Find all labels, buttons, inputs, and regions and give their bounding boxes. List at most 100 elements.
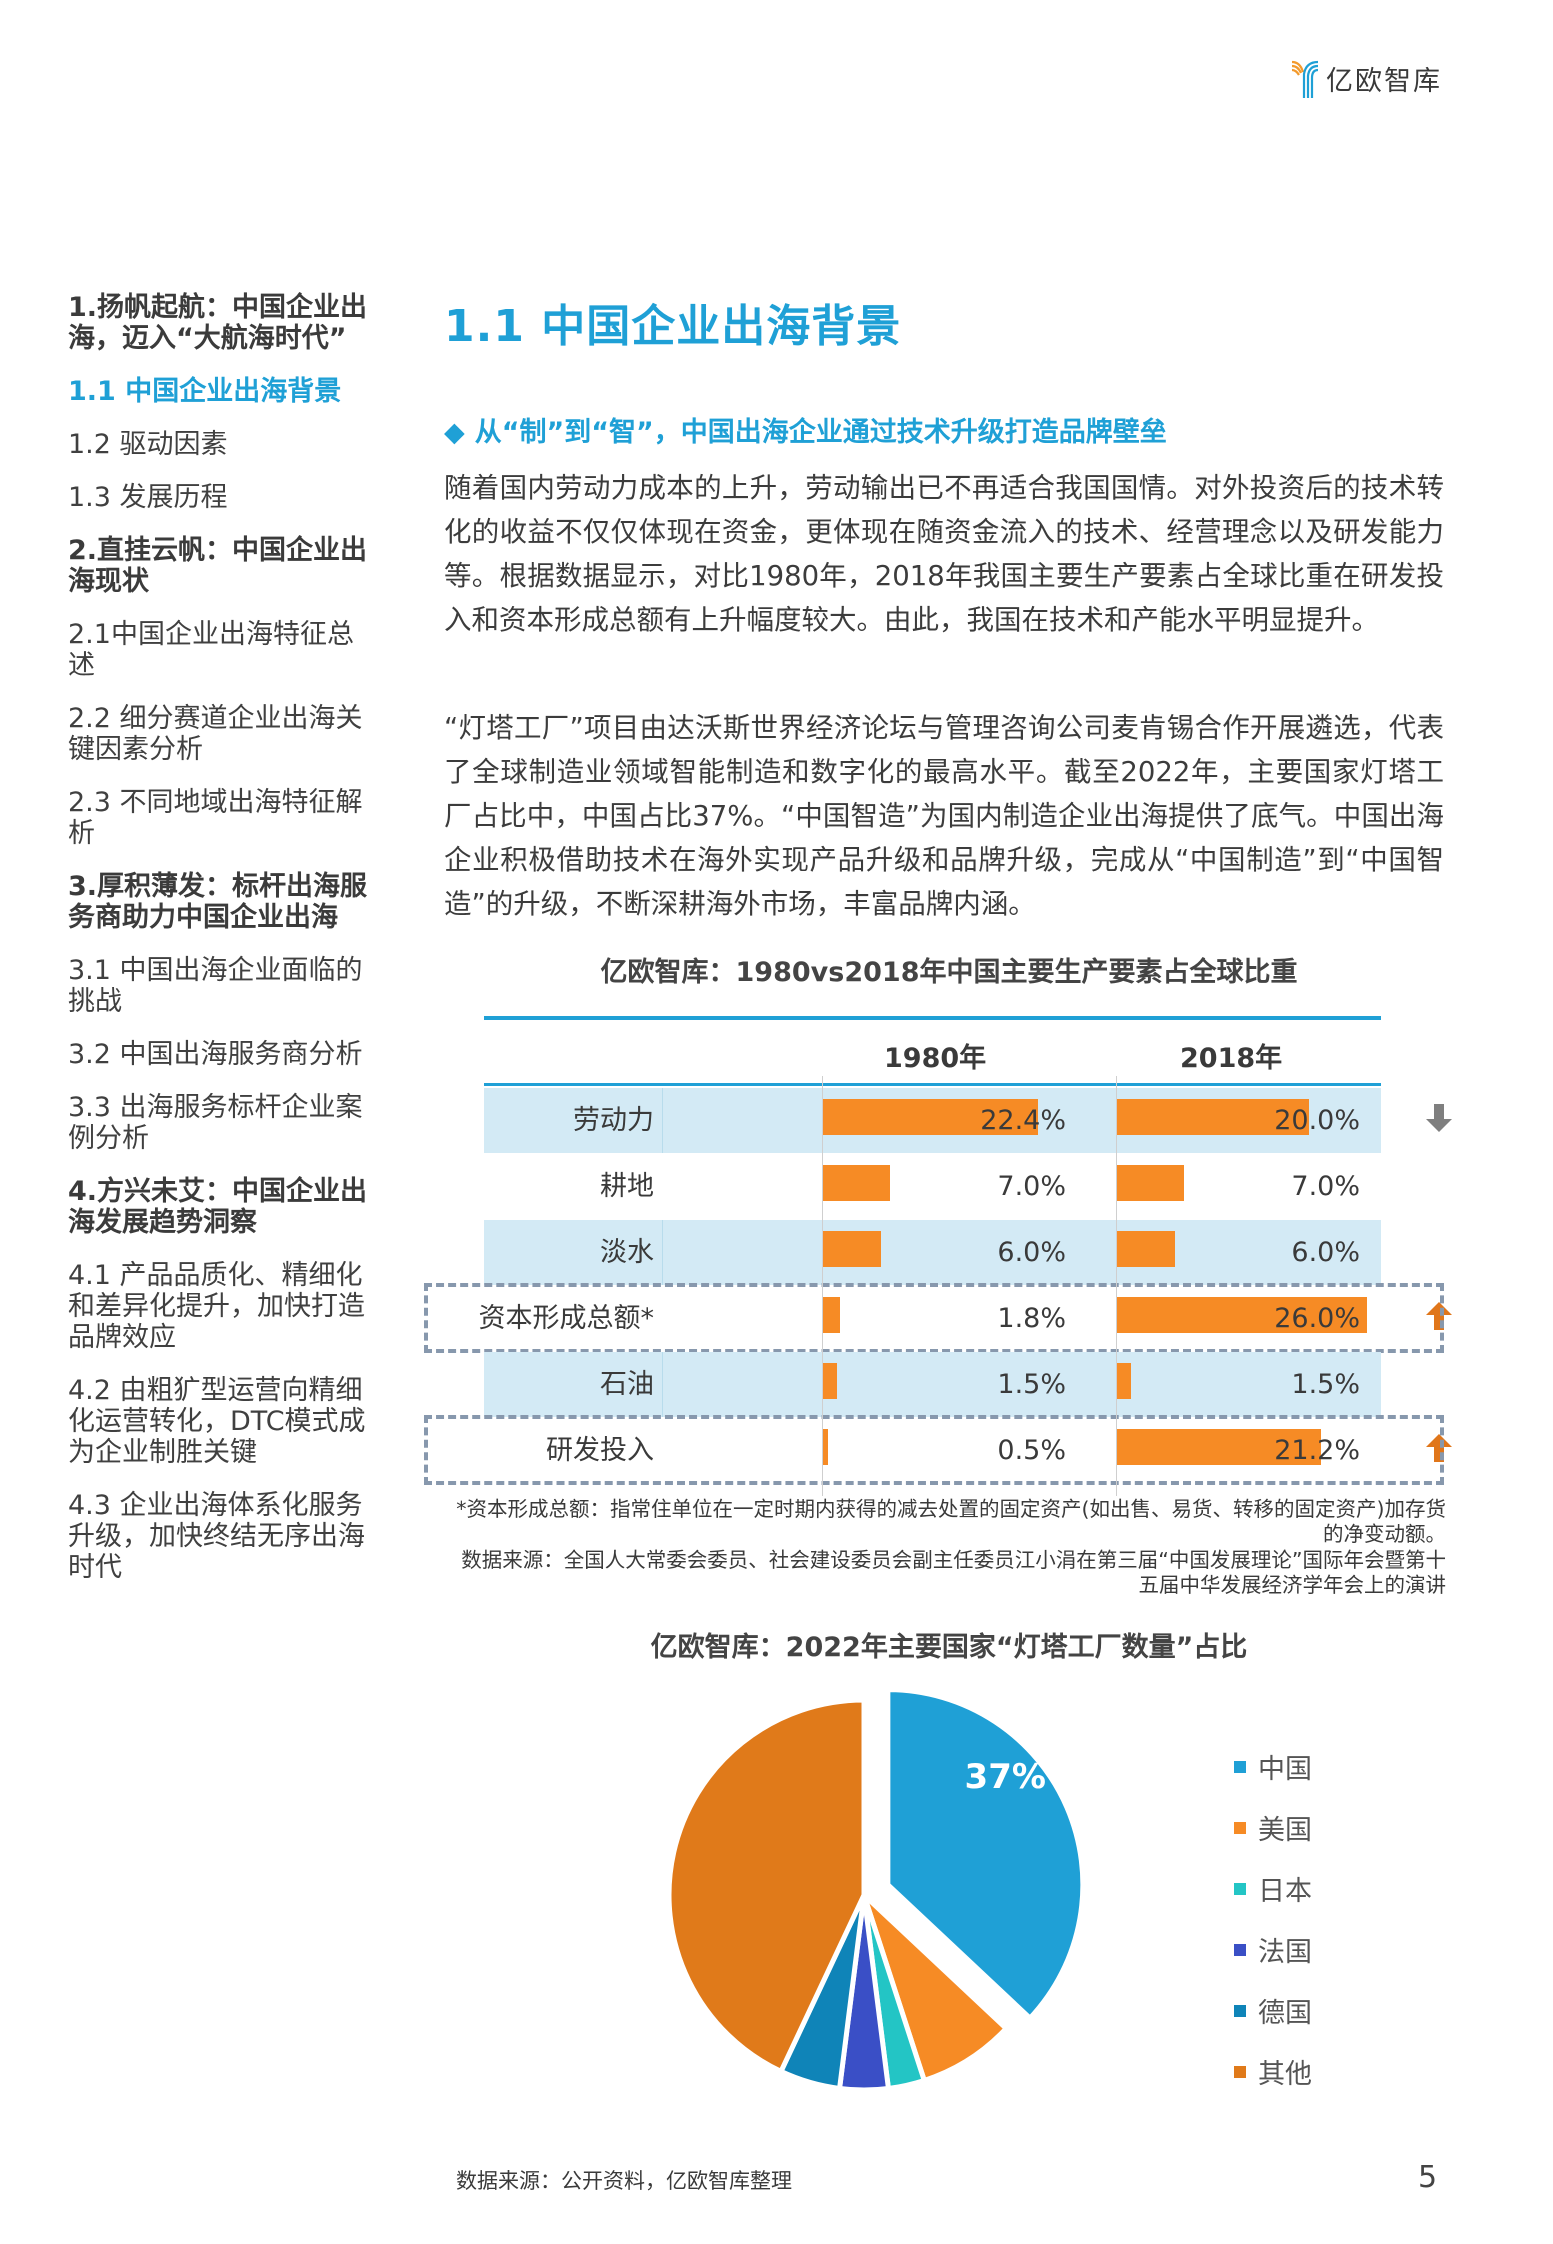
toc-item[interactable]: 1.扬帆起航：中国企业出海，迈入“大航海时代” (68, 292, 368, 354)
value-2018: 1.5% (1291, 1369, 1360, 1400)
table-row: 研发投入 0.5% 21.2% (484, 1418, 1452, 1483)
row-label: 劳动力 (573, 1105, 654, 1136)
pie-slice (885, 1687, 1086, 2022)
table-row: 劳动力 22.4% 20.0% (484, 1088, 1452, 1153)
bar-1980 (823, 1099, 1039, 1135)
subtitle-text: 从“制”到“智”，中国出海企业通过技术升级打造品牌壁垒 (474, 417, 1167, 448)
value-1980: 6.0% (997, 1237, 1066, 1268)
legend-swatch-icon (1234, 2065, 1246, 2078)
toc-item[interactable]: 2.1中国企业出海特征总述 (68, 619, 354, 681)
value-2018: 7.0% (1291, 1171, 1360, 1202)
toc-item[interactable]: 3.厚积薄发：标杆出海服务商助力中国企业出海 (68, 871, 368, 933)
table-header-rule (484, 1083, 1381, 1086)
legend-swatch-icon (1234, 2004, 1246, 2017)
toc-item[interactable]: 4.3 企业出海体系化服务升级，加快终结无序出海时代 (68, 1490, 365, 1583)
table-row: 资本形成总额* 1.8% 26.0% (479, 1286, 1452, 1351)
toc-item[interactable]: 4.2 由粗犷型运营向精细化运营转化，DTC模式成为企业制胜关键 (68, 1375, 366, 1468)
toc-item[interactable]: 4.1 产品品质化、精细化和差异化提升，加快打造品牌效应 (68, 1260, 365, 1353)
toc-item[interactable]: 1.2 驱动因素 (68, 429, 228, 460)
legend-label: 中国 (1258, 1754, 1312, 1785)
column-divider (1116, 1076, 1117, 1496)
row-label: 石油 (600, 1369, 654, 1400)
bar-1980 (823, 1429, 828, 1465)
pie-legend: 中国美国日本法国德国其他 (1234, 1736, 1312, 2102)
value-2018: 6.0% (1291, 1237, 1360, 1268)
legend-item: 德国 (1234, 1980, 1312, 2041)
legend-label: 日本 (1258, 1876, 1312, 1907)
value-1980: 1.8% (997, 1303, 1066, 1334)
page-title: 1.1 中国企业出海背景 (444, 301, 902, 352)
legend-item: 中国 (1234, 1736, 1312, 1797)
toc-item[interactable]: 1.1 中国企业出海背景 (68, 376, 342, 407)
arrow-up-icon (1424, 1300, 1454, 1336)
toc-item[interactable]: 3.3 出海服务标杆企业案例分析 (68, 1092, 363, 1154)
toc-item[interactable]: 3.2 中国出海服务商分析 (68, 1039, 363, 1070)
row-label: 研发投入 (546, 1435, 654, 1466)
legend-swatch-icon (1234, 1821, 1246, 1834)
bar-2018 (1117, 1363, 1132, 1399)
row-label: 资本形成总额* (478, 1303, 655, 1334)
bar-2018 (1117, 1099, 1310, 1135)
column-header-1980: 1980年 (884, 1043, 987, 1074)
toc-item[interactable]: 4.方兴未艾：中国企业出海发展趋势洞察 (68, 1176, 368, 1238)
row-separator (662, 1088, 663, 1153)
pie-slice (666, 1697, 867, 2075)
highlight-box (424, 1415, 1444, 1485)
diamond-bullet-icon: ◆ (444, 417, 465, 448)
body-paragraph: 随着国内劳动力成本的上升，劳动输出已不再适合我国国情。对外投资后的技术转化的收益… (444, 472, 1444, 636)
chart-title: 亿欧智库：1980vs2018年中国主要生产要素占全球比重 (600, 957, 1298, 988)
value-2018: 26.0% (1274, 1303, 1360, 1334)
legend-label: 法国 (1258, 1937, 1312, 1968)
bar-2018 (1117, 1231, 1175, 1267)
legend-item: 美国 (1234, 1797, 1312, 1858)
legend-label: 其他 (1258, 2059, 1312, 2090)
legend-label: 德国 (1258, 1998, 1312, 2029)
pie-chart: 37% (666, 1687, 1086, 2093)
brand-logo: 亿欧智库 (1290, 58, 1442, 98)
bar-1980 (823, 1363, 838, 1399)
legend-swatch-icon (1234, 1882, 1246, 1895)
legend-item: 日本 (1234, 1858, 1312, 1919)
bar-2018 (1117, 1297, 1367, 1333)
table-row: 淡水 6.0% 6.0% (484, 1220, 1381, 1285)
value-2018: 21.2% (1274, 1435, 1360, 1466)
section-subtitle: ◆ 从“制”到“智”，中国出海企业通过技术升级打造品牌壁垒 (444, 410, 1167, 449)
table-row: 耕地 7.0% 7.0% (484, 1154, 1381, 1219)
column-divider (822, 1076, 823, 1496)
bar-1980 (823, 1165, 891, 1201)
body-paragraph: “灯塔工厂”项目由达沃斯世界经济论坛与管理咨询公司麦肯锡合作开展遴选，代表了全球… (444, 712, 1444, 920)
legend-swatch-icon (1234, 1943, 1246, 1956)
bar-2018 (1117, 1429, 1321, 1465)
column-header-2018: 2018年 (1180, 1043, 1283, 1074)
pie-data-label: 37% (965, 1757, 1046, 1797)
page-number: 5 (1418, 2160, 1438, 2195)
value-2018: 20.0% (1274, 1105, 1360, 1136)
row-separator (662, 1220, 663, 1285)
value-1980: 0.5% (997, 1435, 1066, 1466)
table-row: 石油 1.5% 1.5% (484, 1352, 1381, 1417)
arrow-down-icon (1424, 1102, 1454, 1138)
table-of-contents: 1.扬帆起航：中国企业出海，迈入“大航海时代” 1.1 中国企业出海背景 1.2 驱… (68, 292, 378, 1605)
bar-1980 (823, 1231, 881, 1267)
toc-item[interactable]: 2.2 细分赛道企业出海关键因素分析 (68, 703, 363, 765)
footnote-capital-formation: *资本形成总额：指常住单位在一定时期内获得的减去处置的固定资产(如出售、易货、转… (456, 1497, 1446, 1546)
toc-item[interactable]: 1.3 发展历程 (68, 482, 228, 513)
footer-source: 数据来源：公开资料，亿欧智库整理 (456, 2169, 792, 2193)
table-top-rule (484, 1016, 1381, 1020)
legend-item: 法国 (1234, 1919, 1312, 1980)
logo-text: 亿欧智库 (1326, 65, 1442, 97)
legend-swatch-icon (1234, 1760, 1246, 1773)
arrow-up-icon (1424, 1432, 1454, 1468)
logo-mark-icon (1291, 60, 1319, 98)
value-1980: 22.4% (980, 1105, 1066, 1136)
row-label: 耕地 (600, 1171, 654, 1202)
toc-item[interactable]: 2.直挂云帆：中国企业出海现状 (68, 535, 368, 597)
value-1980: 7.0% (997, 1171, 1066, 1202)
bar-1980 (823, 1297, 841, 1333)
toc-item[interactable]: 2.3 不同地域出海特征解析 (68, 787, 363, 849)
row-separator (662, 1352, 663, 1417)
highlight-box (424, 1283, 1444, 1353)
value-1980: 1.5% (997, 1369, 1066, 1400)
legend-label: 美国 (1258, 1815, 1312, 1846)
toc-item[interactable]: 3.1 中国出海企业面临的挑战 (68, 955, 363, 1017)
